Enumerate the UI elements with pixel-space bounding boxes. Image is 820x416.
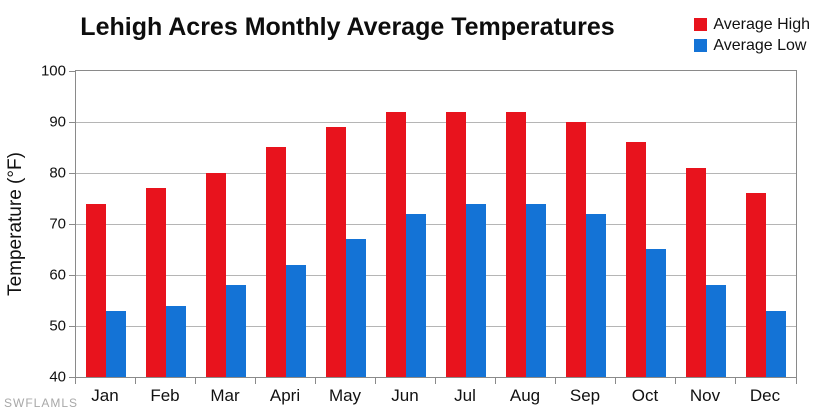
legend-label-average-high: Average High: [713, 15, 810, 33]
x-tick-label: Sep: [569, 386, 601, 405]
x-tick-label: May: [328, 386, 362, 405]
x-tick-mark: [375, 378, 376, 384]
y-tick-label: 50: [49, 317, 66, 335]
bar-average-high-sep: [566, 122, 586, 377]
gridline: [76, 224, 796, 225]
x-tick-label: Jun: [391, 386, 419, 405]
x-tick-mark: [675, 378, 676, 384]
x-tick-label: Dec: [749, 386, 781, 405]
bar-average-high-dec: [746, 193, 766, 377]
y-tick-mark: [69, 326, 75, 327]
gridline: [76, 122, 796, 123]
y-tick-label: 100: [40, 62, 66, 80]
bar-average-low-mar: [226, 285, 246, 377]
y-tick-mark: [69, 173, 75, 174]
bar-average-low-dec: [766, 311, 786, 377]
y-tick-label: 40: [49, 368, 66, 386]
y-axis-title: Temperature (°F): [5, 152, 26, 296]
x-tick-mark: [75, 378, 76, 384]
legend-swatch-average-high-icon: [694, 18, 708, 31]
y-tick-mark: [69, 224, 75, 225]
x-tick-mark: [796, 378, 797, 384]
x-tick-mark: [255, 378, 256, 384]
bar-average-low-aug: [526, 204, 546, 377]
legend-item-average-high: Average High: [694, 14, 810, 35]
bar-average-low-feb: [166, 306, 186, 377]
bar-average-low-jun: [406, 214, 426, 377]
y-tick-mark: [69, 275, 75, 276]
x-tick-label: Feb: [150, 386, 180, 405]
bar-average-high-oct: [626, 142, 646, 377]
chart-legend: Average High Average Low: [694, 14, 810, 56]
x-tick-label: Apri: [269, 386, 301, 405]
y-tick-mark: [69, 122, 75, 123]
bar-average-low-may: [346, 239, 366, 377]
x-tick-mark: [495, 378, 496, 384]
bar-average-low-oct: [646, 249, 666, 377]
y-tick-label: 60: [49, 266, 66, 284]
x-tick-label: Aug: [509, 386, 541, 405]
y-tick-label: 70: [49, 215, 66, 233]
y-tick-mark: [69, 71, 75, 72]
chart-title: Lehigh Acres Monthly Average Temperature…: [80, 13, 615, 41]
x-tick-label: Oct: [631, 386, 659, 405]
gridline: [76, 275, 796, 276]
bar-average-high-jun: [386, 112, 406, 377]
gridline: [76, 326, 796, 327]
x-tick-label: Jan: [91, 386, 119, 405]
gridline: [76, 173, 796, 174]
x-tick-mark: [735, 378, 736, 384]
x-tick-mark: [195, 378, 196, 384]
y-tick-label: 80: [49, 164, 66, 182]
legend-label-average-low: Average Low: [713, 36, 807, 54]
x-tick-mark: [555, 378, 556, 384]
legend-item-average-low: Average Low: [694, 35, 810, 56]
bar-average-low-jul: [466, 204, 486, 377]
bar-average-high-aug: [506, 112, 526, 377]
x-tick-label: Nov: [689, 386, 721, 405]
plot-area: [75, 70, 797, 378]
x-tick-label: Mar: [210, 386, 240, 405]
bar-average-low-apri: [286, 265, 306, 377]
bar-average-low-jan: [106, 311, 126, 377]
legend-swatch-average-low-icon: [694, 39, 708, 52]
bar-average-high-mar: [206, 173, 226, 377]
bar-average-high-jan: [86, 204, 106, 377]
bar-average-high-nov: [686, 168, 706, 377]
y-tick-mark: [69, 377, 75, 378]
bar-average-low-sep: [586, 214, 606, 377]
y-tick-label: 90: [49, 113, 66, 131]
x-tick-mark: [135, 378, 136, 384]
x-tick-mark: [315, 378, 316, 384]
bar-average-high-jul: [446, 112, 466, 377]
bar-average-high-feb: [146, 188, 166, 377]
x-tick-mark: [435, 378, 436, 384]
bar-average-high-apri: [266, 147, 286, 377]
bar-average-high-may: [326, 127, 346, 377]
x-tick-label: Jul: [454, 386, 476, 405]
bar-average-low-nov: [706, 285, 726, 377]
watermark: SWFLAMLS: [4, 396, 79, 410]
x-tick-mark: [615, 378, 616, 384]
